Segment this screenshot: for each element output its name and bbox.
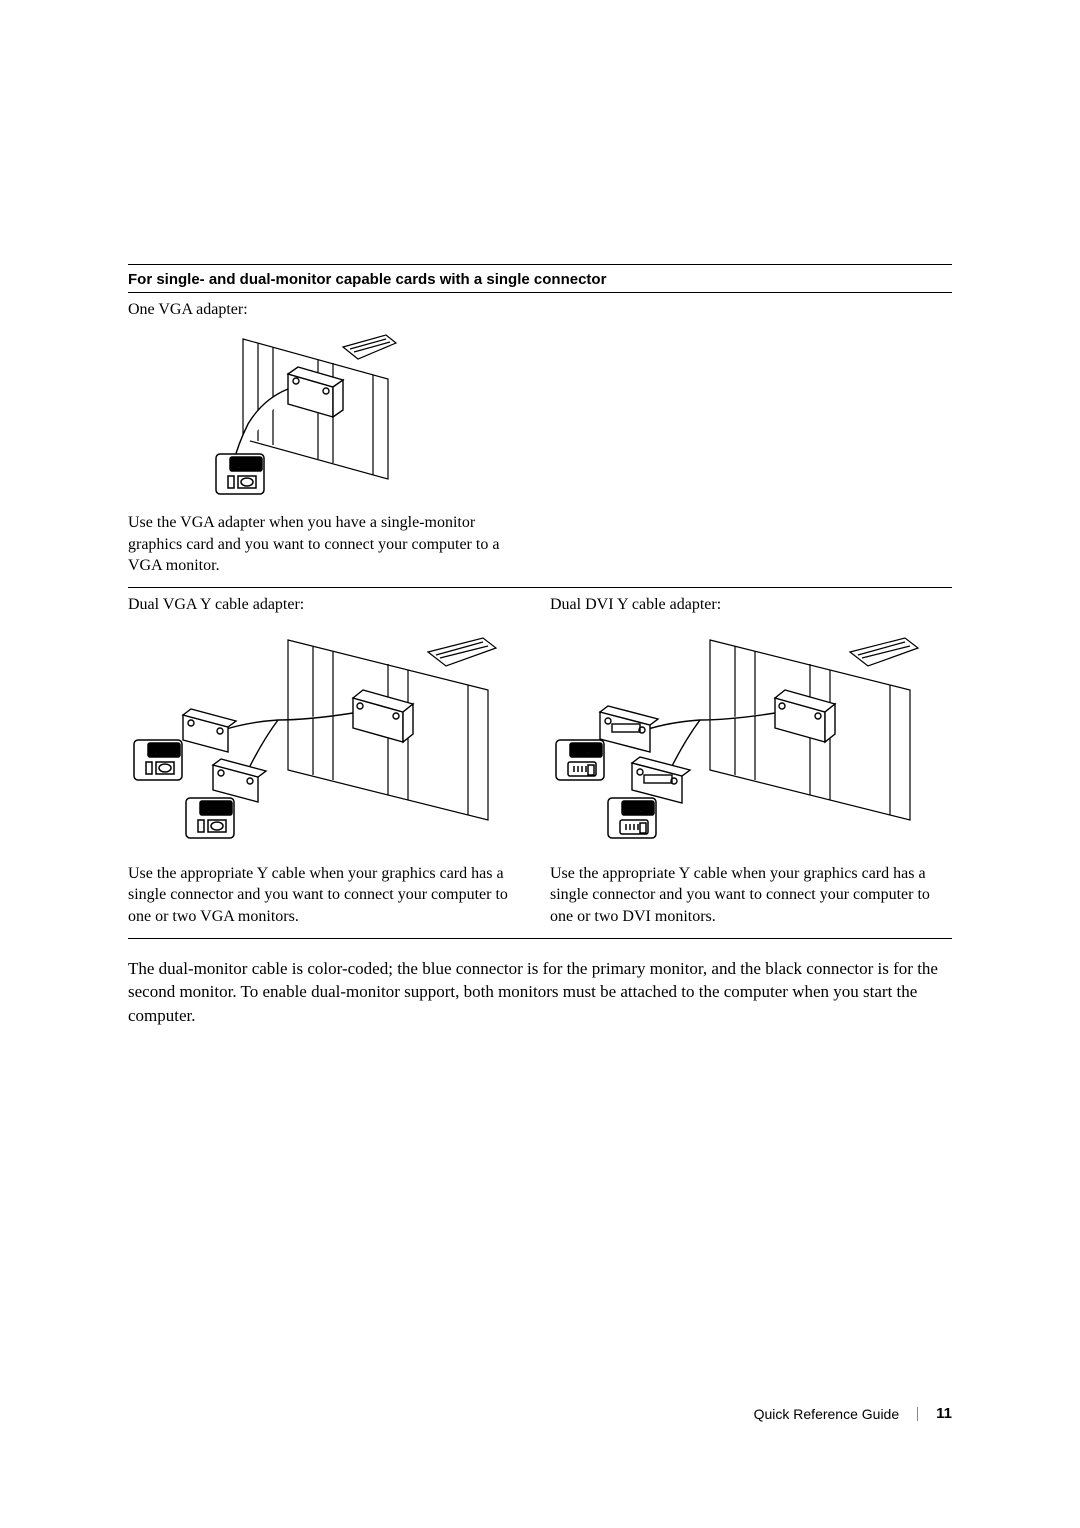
footer-separator	[917, 1407, 918, 1421]
dual-vga-illustration: VGA VGA	[128, 630, 530, 855]
row2-left-label: Dual VGA Y cable adapter:	[128, 596, 530, 614]
footer-page-number: 11	[936, 1405, 952, 1422]
row2-right-label: Dual DVI Y cable adapter:	[550, 596, 952, 614]
svg-text:DVI: DVI	[630, 804, 647, 815]
section-bottom-rule	[128, 938, 952, 939]
row2-left-col: Dual VGA Y cable adapter:	[128, 596, 530, 928]
row1-label: One VGA adapter:	[128, 301, 952, 319]
section-heading-underline	[128, 292, 952, 293]
svg-text:VGA: VGA	[153, 746, 175, 757]
footer-doc-title: Quick Reference Guide	[754, 1406, 900, 1422]
row2-right-col: Dual DVI Y cable adapter:	[550, 596, 952, 928]
row2-left-desc: Use the appropriate Y cable when your gr…	[128, 863, 530, 928]
page-footer: Quick Reference Guide 11	[754, 1405, 952, 1422]
svg-text:VGA: VGA	[235, 460, 257, 471]
section-top-rule	[128, 264, 952, 265]
section-heading: For single- and dual-monitor capable car…	[128, 271, 952, 292]
row1-desc: Use the VGA adapter when you have a sing…	[128, 512, 528, 577]
svg-text:VGA: VGA	[205, 804, 227, 815]
row2-right-desc: Use the appropriate Y cable when your gr…	[550, 863, 952, 928]
dual-dvi-illustration: DVI DVI	[550, 630, 952, 855]
row-divider-1	[128, 587, 952, 588]
svg-text:DVI: DVI	[578, 746, 595, 757]
body-paragraph: The dual-monitor cable is color-coded; t…	[128, 957, 952, 1028]
vga-adapter-illustration: VGA	[188, 329, 952, 504]
row2-container: Dual VGA Y cable adapter:	[128, 596, 952, 928]
